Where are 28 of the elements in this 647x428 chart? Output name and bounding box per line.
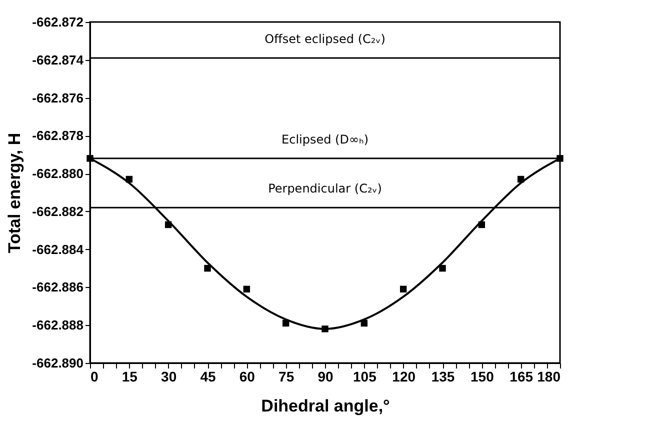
y-tick-label: -662.886 xyxy=(32,280,84,295)
y-tick-label: -662.888 xyxy=(32,318,84,333)
x-tick-label: 180 xyxy=(537,368,561,384)
x-tick-label: 90 xyxy=(318,368,334,384)
ref-line-label: Offset eclipsed (C₂ᵥ) xyxy=(264,32,386,46)
x-tick-label: 120 xyxy=(392,368,416,384)
x-tick-label: 75 xyxy=(278,368,294,384)
x-tick-label: 150 xyxy=(470,368,494,384)
y-tick-label: -662.878 xyxy=(32,128,84,144)
y-axis-title: Total energy, H xyxy=(5,132,24,254)
x-tick-label: 60 xyxy=(239,368,256,384)
x-tick-label: 165 xyxy=(510,368,534,384)
x-tick-label: 105 xyxy=(352,368,377,384)
y-tick-label: -662.872 xyxy=(32,14,84,30)
y-tick-label: -662.880 xyxy=(32,166,84,182)
x-tick-label: 0 xyxy=(90,368,98,384)
x-tick-label: 30 xyxy=(161,368,177,384)
x-tick-label: 135 xyxy=(431,368,455,384)
y-tick-label: -662.882 xyxy=(32,204,84,219)
y-tick-label: -662.874 xyxy=(32,52,84,68)
x-axis-title: Dihedral angle,° xyxy=(261,396,390,416)
y-tick-label: -662.884 xyxy=(32,242,84,257)
x-tick-label: 15 xyxy=(122,368,138,384)
y-tick-label: -662.876 xyxy=(32,90,84,106)
ref-line-label: Perpendicular (C₂ᵥ) xyxy=(268,182,382,196)
ref-line-label: Eclipsed (D∞ₕ) xyxy=(282,132,368,146)
x-tick-label: 45 xyxy=(200,368,216,384)
y-tick-label: -662.890 xyxy=(32,356,84,370)
